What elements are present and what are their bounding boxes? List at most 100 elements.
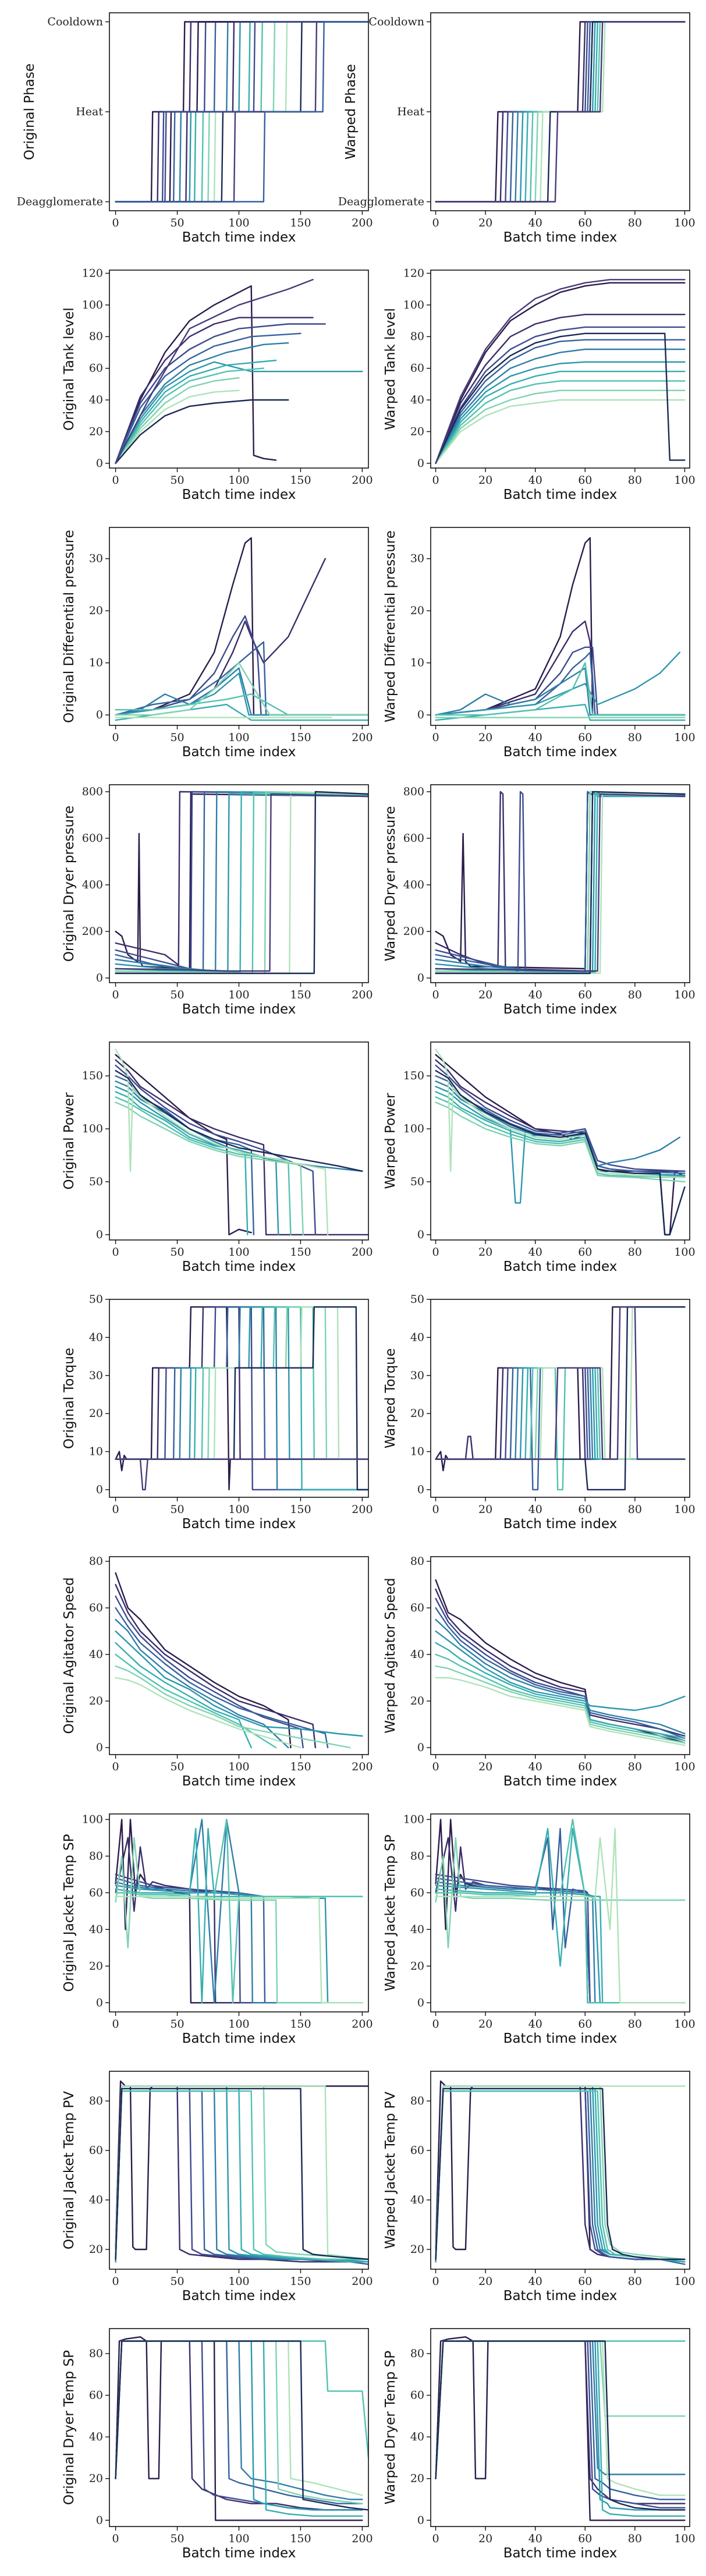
x-tick-label: 60 — [578, 2018, 592, 2031]
x-tick-label: 100 — [674, 1246, 695, 1259]
series-line-12 — [435, 21, 686, 203]
axes-frame — [430, 2071, 690, 2270]
series-line-5 — [435, 1881, 686, 2004]
series-line-11 — [115, 2340, 368, 2511]
y-tick-label: 10 — [89, 657, 103, 669]
x-tick-label: 150 — [290, 2275, 311, 2288]
series-group — [115, 21, 368, 203]
y-tick-label: 0 — [417, 708, 424, 721]
y-tick-label: 20 — [410, 2243, 424, 2256]
series-line-11 — [435, 791, 686, 975]
series-line-10 — [435, 2085, 686, 2255]
series-line-10 — [115, 1895, 363, 2004]
x-tick-label: 0 — [112, 1503, 119, 1516]
x-tick-label: 200 — [352, 1760, 372, 1773]
y-tick-label: 60 — [410, 2144, 424, 2157]
y-tick-label: 40 — [89, 2194, 103, 2206]
series-line-12 — [435, 793, 686, 972]
series-line-7 — [435, 704, 686, 721]
x-tick-label: 100 — [228, 731, 249, 744]
x-tick-label: 150 — [290, 1503, 311, 1516]
y-tick-label: 20 — [89, 2472, 103, 2485]
series-line-2 — [435, 1837, 686, 2004]
x-tick-label: 0 — [432, 2275, 439, 2288]
series-line-5 — [115, 2088, 368, 2263]
series-line-7 — [435, 2088, 686, 2263]
series-line-2 — [115, 791, 368, 968]
series-line-5 — [435, 1367, 686, 1460]
series-line-1 — [435, 1306, 686, 1472]
series-line-3 — [435, 646, 686, 716]
x-axis-label: Batch time index — [503, 1259, 618, 1274]
series-line-7 — [115, 1828, 363, 2004]
x-tick-label: 100 — [674, 217, 695, 229]
x-tick-label: 0 — [432, 474, 439, 487]
x-tick-label: 50 — [170, 2018, 184, 2031]
series-line-1 — [115, 2080, 368, 2251]
y-tick-label: 40 — [89, 1331, 103, 1344]
series-line-4 — [435, 1075, 686, 1174]
series-line-11 — [435, 332, 686, 464]
series-line-6 — [435, 2085, 686, 2263]
x-tick-label: 150 — [290, 988, 311, 1001]
y-tick-label: 60 — [89, 1601, 103, 1614]
series-line-2 — [115, 1306, 368, 1460]
series-line-10 — [435, 1828, 686, 2004]
series-line-1 — [435, 1819, 686, 2004]
series-line-6 — [435, 793, 686, 972]
x-tick-label: 50 — [170, 988, 184, 1001]
chart-power-warped: 0 20 40 60 80 100 0 50 100 150 Batch time index War… — [383, 1041, 696, 1274]
x-tick-label: 100 — [674, 1503, 695, 1516]
series-line-5 — [435, 667, 686, 716]
axes-frame — [430, 527, 690, 726]
y-tick-label: 120 — [403, 267, 424, 279]
y-tick-label: 80 — [410, 2095, 424, 2107]
y-tick-label: 40 — [89, 1923, 103, 1936]
series-line-1 — [435, 537, 686, 716]
y-axis-label: Warped Phase — [343, 64, 359, 160]
series-line-10 — [115, 389, 240, 464]
y-tick-label: 50 — [410, 1175, 424, 1188]
series-line-11 — [435, 2088, 686, 2260]
y-axis-label: Warped Agitator Speed — [383, 1578, 398, 1733]
x-tick-label: 60 — [578, 731, 592, 744]
y-tick-label: 400 — [82, 878, 103, 891]
y-tick-label: 20 — [89, 604, 103, 617]
series-group — [435, 2336, 686, 2521]
x-axis-label: Batch time index — [503, 745, 618, 760]
series-group — [435, 537, 686, 721]
x-tick-label: 200 — [352, 1503, 372, 1516]
x-tick-label: 150 — [290, 474, 311, 487]
series-line-6 — [435, 651, 681, 716]
y-tick-label: 40 — [410, 1648, 424, 1661]
y-tick-label: 40 — [410, 1923, 424, 1936]
y-axis-label: Original Phase — [22, 63, 37, 160]
y-tick-label: Heat — [397, 105, 424, 118]
chart-dryersp-warped: 0 20 40 60 80 100 0 20 40 60 80 Batch time index War… — [383, 2328, 696, 2561]
x-axis-label: Batch time index — [182, 1516, 296, 1532]
x-axis-label: Batch time index — [182, 2546, 296, 2561]
y-tick-label: 100 — [82, 1813, 103, 1826]
series-line-8 — [435, 380, 686, 464]
series-group — [435, 1579, 686, 1746]
y-tick-label: 600 — [403, 832, 424, 845]
x-tick-label: 100 — [228, 2275, 249, 2288]
series-line-8 — [435, 792, 686, 975]
series-line-5 — [435, 2088, 686, 2263]
series-line-6 — [435, 1367, 686, 1460]
y-axis-label: Warped Jacket Temp SP — [383, 1834, 398, 1991]
series-line-4 — [435, 339, 686, 464]
x-tick-label: 60 — [578, 988, 592, 1001]
y-tick-label: 40 — [410, 2430, 424, 2443]
series-group — [115, 2080, 368, 2265]
x-tick-label: 40 — [528, 1246, 542, 1259]
x-tick-label: 200 — [352, 731, 372, 744]
x-tick-label: 50 — [170, 1760, 184, 1773]
y-tick-label: 80 — [410, 1849, 424, 1862]
series-line-2 — [435, 791, 686, 972]
y-tick-label: 50 — [89, 1175, 103, 1188]
series-line-1 — [435, 282, 686, 464]
series-line-1 — [435, 1579, 686, 1744]
series-line-2 — [435, 314, 686, 464]
y-tick-label: 10 — [410, 657, 424, 669]
